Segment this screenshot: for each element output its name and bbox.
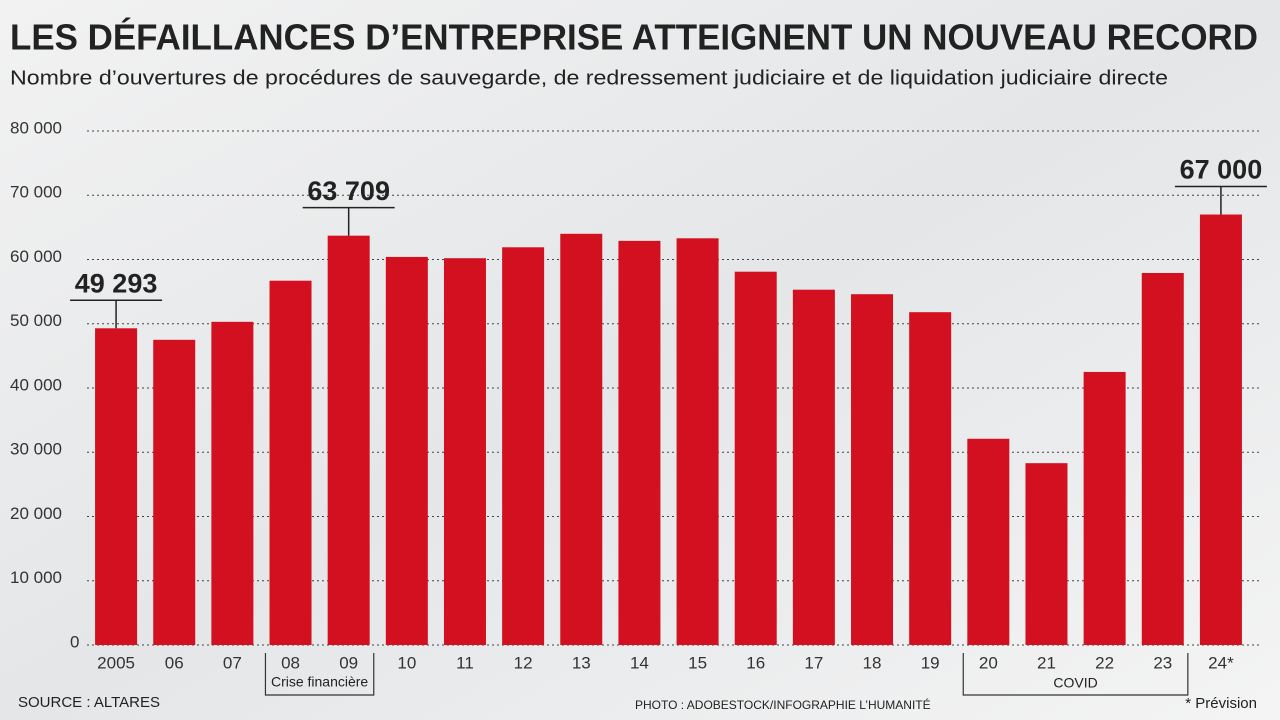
bar xyxy=(851,294,894,645)
y-tick-label: 20 000 xyxy=(10,504,62,523)
x-tick-label: 07 xyxy=(223,653,242,672)
x-tick-label: 2005 xyxy=(97,653,135,672)
x-tick-label: 10 xyxy=(397,653,416,672)
bar xyxy=(1141,272,1184,645)
x-tick-label: 18 xyxy=(863,653,882,672)
source: SOURCE : ALTARES xyxy=(18,694,160,711)
y-tick-label: 70 000 xyxy=(10,183,62,202)
x-tick-label: 24* xyxy=(1208,653,1234,672)
bar xyxy=(1025,463,1068,645)
bar xyxy=(792,289,835,645)
x-tick-label: 11 xyxy=(456,653,474,672)
x-tick-label: 08 xyxy=(281,653,300,672)
annotation: COVID xyxy=(1053,675,1097,691)
credit: PHOTO : ADOBESTOCK/INFOGRAPHIE L’HUMANIT… xyxy=(635,697,931,712)
bar xyxy=(502,247,545,646)
y-tick-label: 10 000 xyxy=(10,568,62,587)
y-tick-label: 30 000 xyxy=(10,440,62,459)
chart-subtitle: Nombre d’ouvertures de procédures de sau… xyxy=(10,67,1168,89)
bar xyxy=(443,258,486,645)
x-tick-label: 14 xyxy=(630,653,649,672)
bar xyxy=(327,235,370,645)
y-tick-label: 80 000 xyxy=(10,118,62,137)
x-tick-label: 16 xyxy=(746,653,765,672)
x-tick-label: 15 xyxy=(688,653,707,672)
bar xyxy=(734,271,777,645)
bar xyxy=(269,280,312,645)
x-tick-label: 19 xyxy=(921,653,940,672)
bar xyxy=(909,312,952,645)
bar xyxy=(560,233,603,646)
bar xyxy=(95,328,138,645)
x-tick-label: 21 xyxy=(1037,653,1056,672)
x-tick-label: 20 xyxy=(979,653,998,672)
x-tick-label: 12 xyxy=(514,653,533,672)
value-label: 67 000 xyxy=(1180,155,1263,185)
x-tick-label: 23 xyxy=(1153,653,1172,672)
bar xyxy=(385,256,428,645)
bar xyxy=(676,238,719,646)
annotation: Crise financière xyxy=(271,674,368,690)
x-tick-label: 22 xyxy=(1095,653,1114,672)
value-label: 49 293 xyxy=(75,268,158,298)
y-tick-label: 60 000 xyxy=(10,247,62,266)
bar xyxy=(1083,371,1126,645)
annotation-bracket xyxy=(962,653,1189,696)
value-label: 63 709 xyxy=(307,176,390,206)
y-tick-label: 40 000 xyxy=(10,375,62,394)
x-tick-label: 09 xyxy=(339,653,358,672)
chart-title: LES DÉFAILLANCES D’ENTREPRISE ATTEIGNENT… xyxy=(10,17,1258,58)
bar xyxy=(618,240,661,645)
bar xyxy=(967,438,1010,645)
footnote: * Prévision xyxy=(1185,695,1257,712)
x-tick-label: 17 xyxy=(804,653,823,672)
bar xyxy=(211,321,254,645)
bar xyxy=(153,339,196,645)
x-tick-label: 13 xyxy=(572,653,591,672)
x-tick-label: 06 xyxy=(165,653,184,672)
y-tick-label: 50 000 xyxy=(10,311,62,330)
bar xyxy=(1199,214,1242,645)
annotation-bracket xyxy=(264,653,375,696)
y-tick-label: 0 xyxy=(70,632,79,651)
